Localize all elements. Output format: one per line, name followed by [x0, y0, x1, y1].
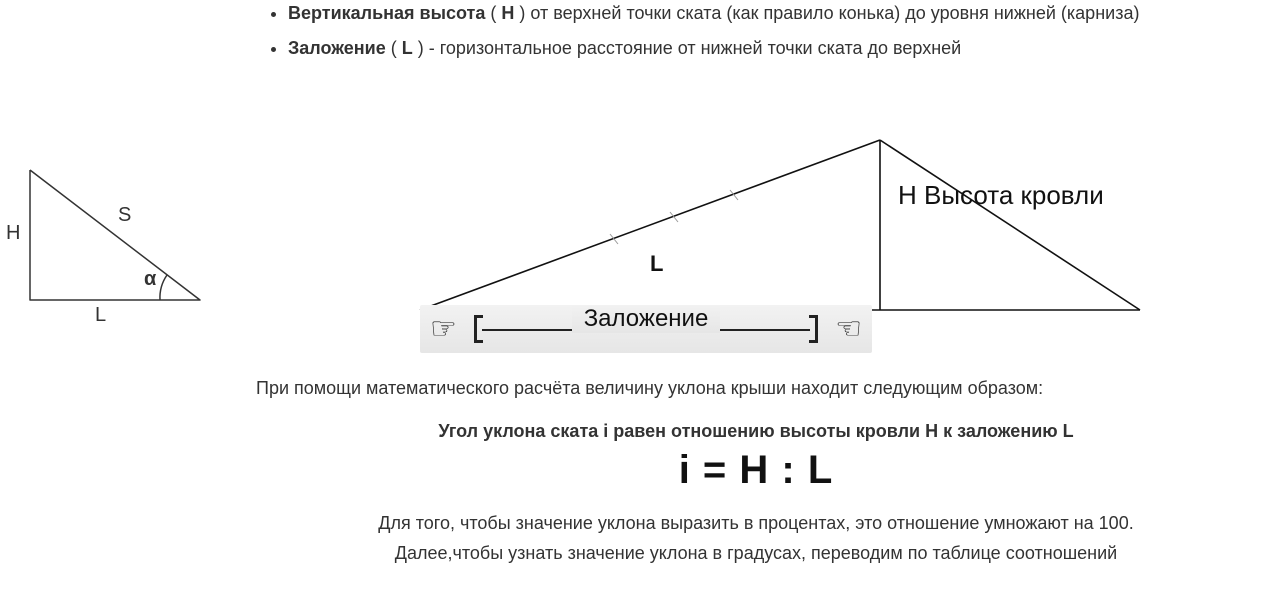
term-label: Вертикальная высота [288, 3, 485, 23]
page: Вертикальная высота ( H ) от верхней точ… [0, 0, 1262, 593]
formula: i = H : L [256, 448, 1256, 493]
term-rest: - горизонтальное расстояние от нижней то… [429, 38, 961, 58]
paragraph-rule: Угол уклона ската i равен отношению высо… [256, 418, 1256, 445]
bracket-right [809, 315, 818, 343]
pointing-hand-left-icon: ☜ [835, 312, 862, 347]
sym-H: H [925, 421, 938, 441]
label-S: S [118, 204, 131, 227]
bullet-vertical-height: Вертикальная высота ( H ) от верхней точ… [288, 0, 1230, 27]
label-roof-L: L [650, 251, 663, 277]
label-alpha: α [144, 268, 156, 291]
sym-L: L [1063, 421, 1074, 441]
reference-triangle-diagram: H S α L [0, 150, 230, 350]
height-symbol: H [501, 3, 514, 23]
term-rest: от верхней точки ската (как правило конь… [530, 3, 1139, 23]
label-roof-H: H Высота кровли [898, 180, 1104, 211]
label-H: H [6, 222, 20, 245]
run-dimension-bar: ☞ Заложение ☜ [420, 305, 872, 353]
run-symbol: L [402, 38, 413, 58]
paragraph-intro: При помощи математического расчёта велич… [256, 375, 1256, 402]
run-dimension-label: Заложение [572, 305, 721, 333]
pointing-hand-right-icon: ☞ [430, 312, 457, 347]
reference-triangle-svg [0, 150, 230, 350]
paragraph-percent: Для того, чтобы значение уклона выразить… [256, 510, 1256, 537]
p2-pre: Угол уклона ската [438, 421, 603, 441]
label-L: L [95, 304, 106, 327]
p2-mid2: к заложению [938, 421, 1063, 441]
bullet-zalozhenie: Заложение ( L ) - горизонтальное расстоя… [288, 35, 1230, 62]
definitions-list: Вертикальная высота ( H ) от верхней точ… [270, 0, 1230, 70]
p2-mid: равен отношению высоты кровли [608, 421, 925, 441]
term-label: Заложение [288, 38, 386, 58]
paragraph-degrees: Далее,чтобы узнать значение уклона в гра… [256, 540, 1256, 567]
